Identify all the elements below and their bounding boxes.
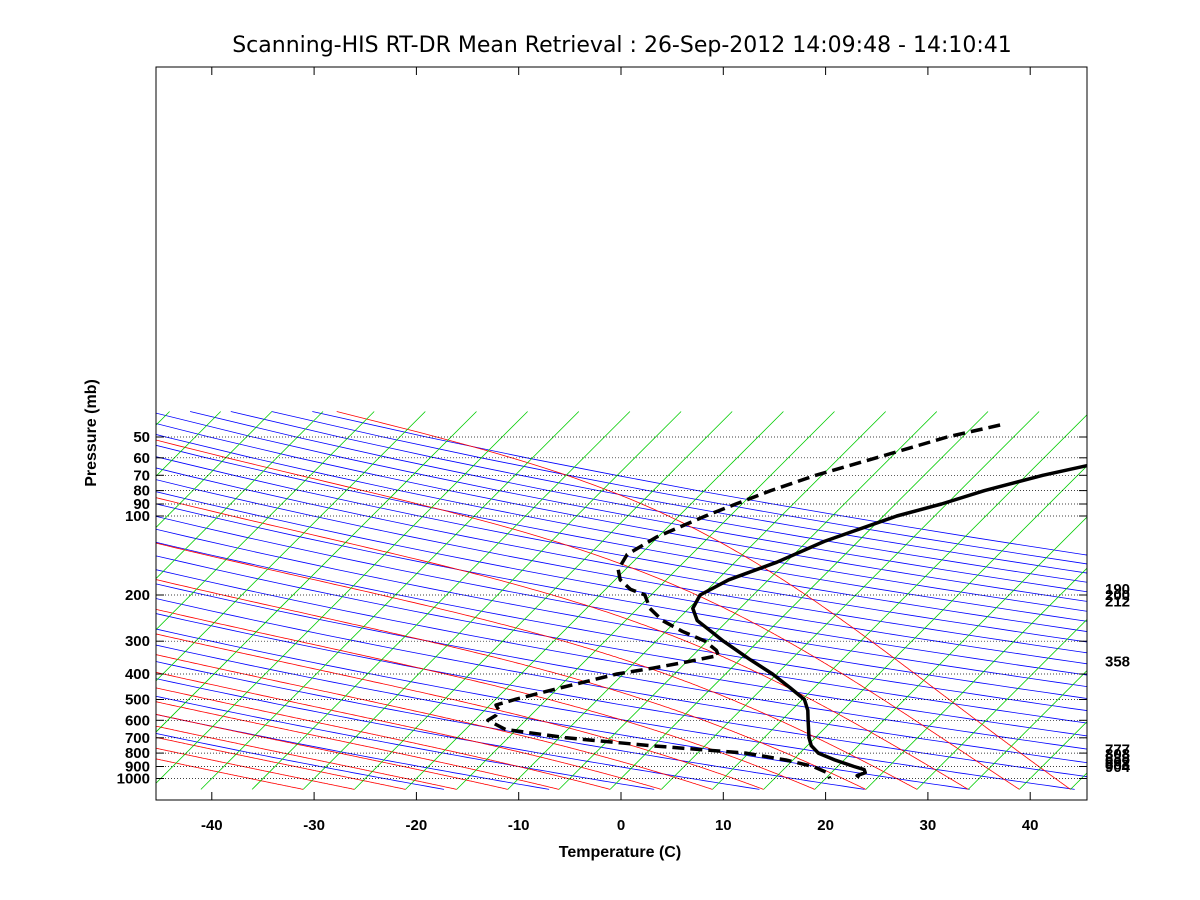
isotherm-line — [917, 412, 1200, 790]
x-tick-label: 40 — [1022, 817, 1039, 834]
isotherm-line — [712, 412, 1090, 790]
dry-adiabat-line — [0, 412, 1200, 790]
isotherm-line — [252, 412, 630, 790]
y-tick-label: 600 — [125, 712, 150, 729]
isotherm-line — [1071, 412, 1200, 790]
isotherm-line — [815, 412, 1193, 790]
dry-adiabat-line — [0, 412, 1200, 790]
right-axis-label: 904 — [1105, 759, 1131, 776]
y-tick-label: 200 — [125, 587, 150, 604]
dry-adiabat-line — [0, 412, 1200, 790]
moist-adiabat-line — [0, 412, 764, 790]
isotherm-line — [48, 412, 426, 790]
dry-adiabat-line — [0, 412, 1200, 790]
dry-adiabat-line — [68, 412, 1200, 790]
dry-adiabat-line — [190, 412, 1200, 790]
dry-adiabat-line — [0, 412, 1200, 790]
x-tick-label: 30 — [920, 817, 937, 834]
dry-adiabat-line — [149, 412, 1200, 790]
dry-adiabat-line — [0, 412, 1180, 790]
dry-adiabat-line — [0, 412, 1200, 790]
skew-t-chart: Scanning-HIS RT-DR Mean Retrieval : 26-S… — [0, 0, 1200, 900]
y-tick-label: 1000 — [117, 771, 150, 788]
y-tick-label: 100 — [125, 508, 150, 525]
x-tick-label: -20 — [406, 817, 428, 834]
y-tick-label: 60 — [133, 450, 150, 467]
isotherm-line — [99, 412, 477, 790]
dry-adiabat-line — [0, 412, 444, 790]
isotherm-line — [661, 412, 1039, 790]
y-axis-label: Pressure (mb) — [83, 379, 100, 487]
background-line-group — [0, 412, 1200, 790]
right-axis-label: 212 — [1105, 594, 1130, 611]
y-tick-label: 50 — [133, 429, 150, 446]
isotherm-line — [150, 412, 528, 790]
dry-adiabat-line — [0, 412, 1200, 790]
chart-title: Scanning-HIS RT-DR Mean Retrieval : 26-S… — [232, 33, 1012, 58]
x-tick-label: -30 — [303, 817, 325, 834]
moist-adiabat-line — [0, 412, 712, 790]
isotherm-line — [354, 412, 732, 790]
y-tick-label: 500 — [125, 692, 150, 709]
isotherm-line — [0, 412, 323, 790]
x-tick-label: 20 — [817, 817, 834, 834]
moist-adiabat-line — [0, 412, 508, 790]
moist-adiabat-line — [337, 412, 1071, 790]
dry-adiabat-line — [0, 412, 1200, 790]
dry-adiabat-line — [0, 412, 1200, 790]
isotherm-line — [866, 412, 1200, 790]
isotherm-line — [0, 412, 16, 790]
x-tick-label: -40 — [201, 817, 223, 834]
dry-adiabat-line — [0, 412, 1200, 790]
moist-adiabat-line — [0, 412, 815, 790]
data-series-group — [488, 425, 1200, 779]
y-tick-label: 300 — [125, 633, 150, 650]
isotherm-line — [968, 412, 1200, 790]
isotherm-line — [0, 412, 67, 790]
dry-adiabat-line — [0, 412, 1200, 790]
right-axis-label: 358 — [1105, 653, 1130, 670]
isotherm-line — [610, 412, 988, 790]
dry-adiabat-line — [109, 412, 1200, 790]
x-tick-label: 0 — [617, 817, 625, 834]
dry-adiabat-line — [0, 412, 1200, 790]
isotherm-line — [406, 412, 784, 790]
x-axis-label: Temperature (C) — [559, 844, 681, 861]
isotherm-line — [0, 412, 118, 790]
x-tick-label: -10 — [508, 817, 530, 834]
y-tick-label: 400 — [125, 666, 150, 683]
x-tick-label: 10 — [715, 817, 732, 834]
